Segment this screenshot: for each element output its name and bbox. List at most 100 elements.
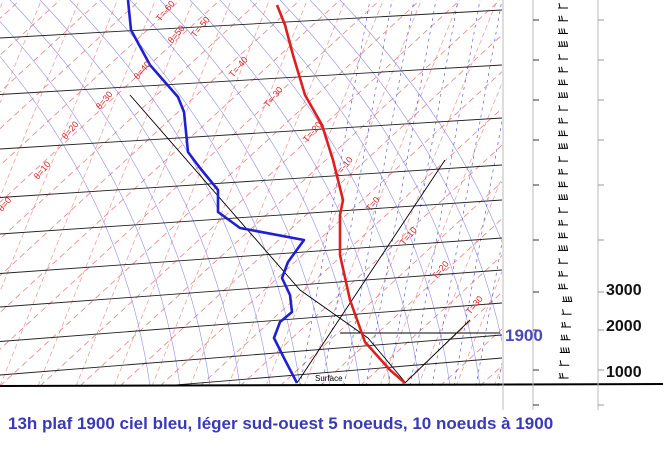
isotherm-label: T=0 (364, 195, 382, 214)
mixing-ratio-line (475, 240, 502, 386)
dry-adiabat-line (37, 0, 194, 386)
diagram-labels: T=-60T=-50T=-40T=-30T=-20T=-10T=0T=10T=2… (0, 0, 485, 383)
wind-barb-flag (558, 207, 561, 213)
wind-barb-flag (563, 79, 566, 85)
wind-barb-flag (558, 53, 561, 60)
wind-barb-flag (561, 92, 563, 98)
wind-barb-flag (561, 181, 563, 187)
moist-adiabat-line (309, 0, 502, 343)
wind-barb-flag (567, 296, 570, 302)
wind-barb-flag (563, 28, 566, 34)
mixing-ratio-line (453, 119, 502, 386)
wind-barb-flag (566, 245, 568, 251)
wind-barb-flag (561, 168, 563, 174)
isobar-line (0, 334, 502, 376)
moist-adiabat-line (69, 0, 271, 386)
isobar-line (0, 199, 502, 235)
wind-barb-flag (558, 219, 561, 225)
wind-barb-flag (566, 41, 568, 47)
isotherm-line (0, 0, 181, 166)
isotherm-label: T=-20 (301, 120, 324, 145)
theta-label: θ=50 (166, 23, 187, 45)
moist-adiabat-line (219, 0, 421, 386)
wind-barb-flag (558, 79, 561, 85)
wind-barb-flag (565, 334, 568, 340)
wind-barb-flag (558, 130, 561, 136)
theta-label: θ=0 (0, 195, 13, 213)
altitude-label-3000: 3000 (606, 282, 642, 299)
dry-adiabat-line (75, 0, 232, 386)
isobar-line (0, 117, 502, 150)
theta-label: θ=20 (60, 119, 81, 141)
isotherm-line (199, 107, 502, 386)
moist-adiabat-line (39, 0, 241, 386)
moist-adiabat-line (129, 0, 331, 386)
wind-barb-flag (558, 156, 561, 162)
wind-barb-flag (560, 347, 563, 353)
wind-barb-flag (558, 258, 561, 264)
wind-barb-flag (561, 321, 564, 328)
wind-barb-flag (566, 92, 568, 98)
isotherm-label: T=-60 (154, 0, 177, 23)
wind-barb-flag (558, 168, 561, 174)
wind-barb-flag (561, 79, 563, 85)
wind-barb-flag (562, 347, 565, 353)
isotherm-label: T=30 (464, 294, 485, 316)
wind-barbs (558, 2, 573, 379)
wind-barb-flag (560, 334, 563, 340)
moist-adiabat-line (159, 0, 361, 386)
isotherm-line (640, 0, 663, 386)
isobar-line (0, 64, 502, 95)
wind-barb-flag (563, 41, 566, 47)
isotherm-line (39, 0, 461, 386)
wind-barb-flag (561, 143, 563, 149)
wind-barb-flag (558, 2, 561, 9)
wind-barb-flag (562, 296, 565, 302)
wind-barb-flag (558, 194, 561, 200)
dry-adiabat-line (0, 0, 4, 10)
mixing-ratio-line (343, 0, 415, 386)
isotherm-line (359, 254, 502, 386)
dry-adiabat-line (113, 0, 270, 386)
mixing-ratio-line (409, 0, 481, 386)
wind-barb-flag (563, 92, 566, 98)
wind-barb-flag (558, 143, 561, 149)
surface-label: Surface (315, 374, 343, 383)
diagram-grid (0, 0, 663, 386)
isotherm-line (0, 0, 141, 130)
isobar-line (0, 164, 502, 198)
mixing-ratio-line (431, 0, 502, 386)
wind-barb-flag (558, 232, 561, 238)
wind-barb-flag (567, 347, 570, 353)
isotherm-line (0, 0, 101, 93)
dry-adiabat-line (227, 0, 384, 386)
isotherm-line (0, 0, 341, 314)
caption-text: 13h plaf 1900 ciel bleu, léger sud-ouest… (8, 414, 554, 433)
wind-barb-flag (563, 181, 566, 187)
dewpoint-curve (126, 0, 306, 384)
wind-barb-flag (558, 28, 561, 34)
parcel-dry-line (129, 94, 406, 383)
wind-barb-flag (558, 283, 561, 289)
moist-adiabat-line (0, 21, 181, 386)
sounding-chart: T=-60T=-50T=-40T=-30T=-20T=-10T=0T=10T=2… (0, 0, 663, 410)
dry-adiabat-line (379, 81, 502, 386)
isotherm-line (399, 291, 502, 386)
altitude-label-1000: 1000 (606, 364, 642, 381)
dry-adiabat-line (151, 0, 308, 386)
dry-adiabat-line (189, 0, 346, 386)
wind-barb-flag (561, 66, 563, 72)
dry-adiabat-line (303, 0, 460, 386)
wind-barb-flag (563, 143, 566, 149)
moist-adiabat-line (279, 0, 481, 386)
wind-barb-flag (558, 66, 561, 72)
wind-barb-flag (559, 360, 562, 366)
wind-barb-flag (565, 347, 568, 353)
isobar-line (0, 302, 502, 342)
wind-barb-flag (566, 194, 568, 200)
mixing-ratio-line (299, 0, 371, 386)
wind-barb-flag (558, 15, 561, 21)
altitude-label-2000: 2000 (606, 318, 642, 335)
wind-barb-flag (561, 117, 563, 123)
wind-barb-flag (561, 372, 564, 379)
